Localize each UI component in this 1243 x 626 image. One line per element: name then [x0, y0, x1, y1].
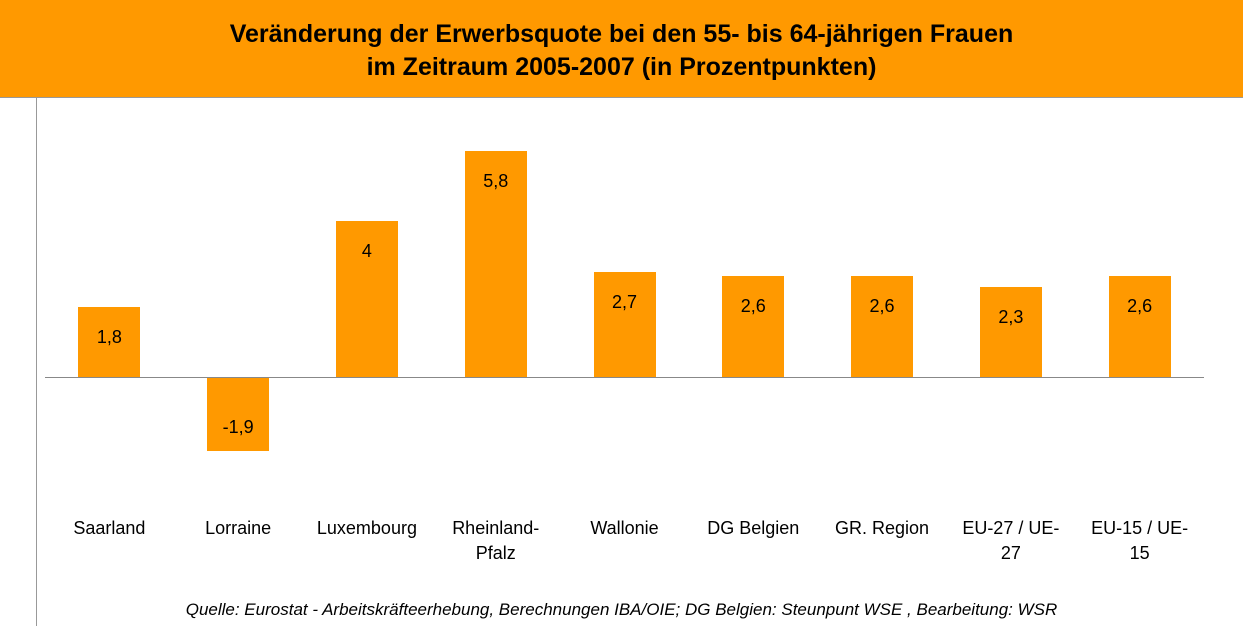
value-label: 4 — [361, 241, 372, 261]
header — [0, 0, 1243, 98]
value-label: 2,7 — [611, 291, 638, 312]
zero-line — [45, 377, 1204, 378]
bar — [1108, 275, 1171, 377]
bar — [464, 150, 527, 377]
value-label: 2,3 — [998, 307, 1024, 328]
x-tick-label: Saarland — [73, 518, 146, 538]
bar — [335, 221, 398, 377]
x-tick-label: DG Belgien — [707, 518, 800, 538]
bar — [207, 377, 270, 452]
chart-title: Veränderung der Erwerbsquote bei den 55-… — [229, 20, 1014, 81]
source-note: Quelle: Eurostat - Arbeitskräfteerhebung… — [185, 600, 1058, 619]
border — [36, 98, 37, 626]
x-tick-label: GR. Region — [835, 518, 930, 538]
x-tick-label: EU-27 / UE-27 — [962, 518, 1060, 563]
bar — [593, 271, 656, 377]
x-tick-label: Lorraine — [205, 518, 272, 538]
value-label: 5,8 — [483, 170, 509, 191]
bar — [851, 275, 914, 377]
value-label: 2,6 — [1127, 295, 1153, 316]
x-tick-label: Rheinland-Pfalz — [452, 518, 540, 563]
value-label: -1,9 — [222, 417, 254, 438]
bar — [78, 306, 141, 377]
bar — [722, 275, 785, 377]
x-tick-label: Luxembourg — [316, 518, 417, 538]
bar — [979, 287, 1042, 377]
value-label: 1,8 — [96, 326, 122, 347]
value-label: 2,6 — [740, 295, 766, 316]
value-label: 2,6 — [869, 295, 895, 316]
x-tick-label: EU-15 / UE-15 — [1091, 518, 1189, 563]
x-tick-label: Wallonie — [590, 518, 659, 538]
